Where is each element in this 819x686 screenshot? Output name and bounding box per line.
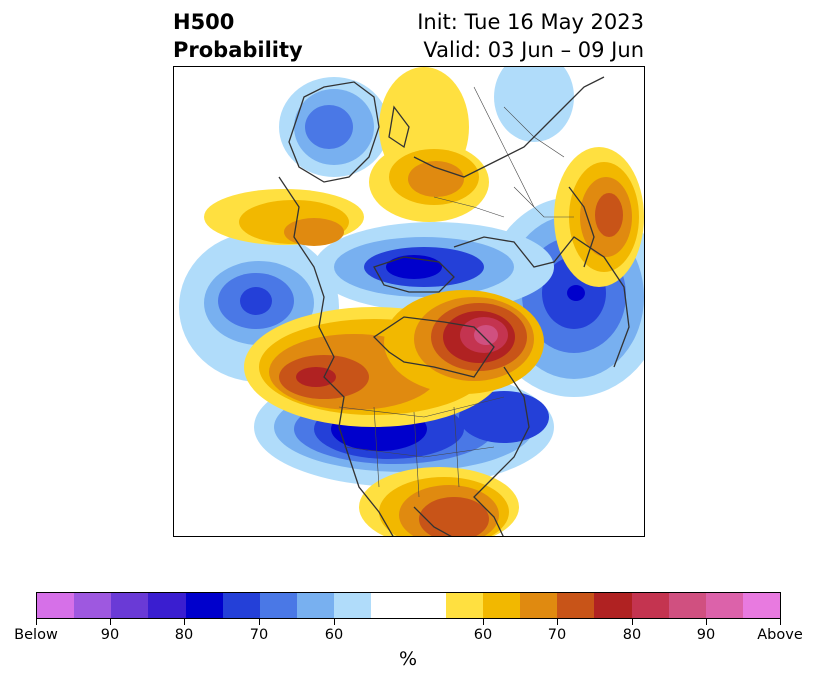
title-field: Probability: [173, 38, 303, 62]
colorbar-cell: [557, 593, 595, 618]
colorbar-tick-label: 80: [622, 627, 642, 643]
colorbar-tick-mark: [632, 619, 633, 625]
colorbar-cell: [259, 593, 298, 618]
probability-colorbar: [36, 592, 781, 619]
colorbar-tick-label: 70: [249, 627, 269, 643]
colorbar-cell: [334, 593, 372, 618]
colorbar-tick-label: 90: [696, 627, 716, 643]
colorbar-tick-mark: [557, 619, 558, 625]
colorbar-tick-mark: [259, 619, 260, 625]
coastlines: [278, 76, 630, 536]
map-title-left: H500 Probability: [173, 8, 303, 64]
colorbar-cell: [371, 593, 409, 618]
colorbar-tick-label: Above: [757, 627, 803, 643]
colorbar-cell: [631, 593, 669, 618]
colorbar-cell: [111, 593, 149, 618]
colorbar-cell: [445, 593, 483, 618]
colorbar-tick-label: 80: [174, 627, 194, 643]
colorbar-tick-label: 90: [100, 627, 120, 643]
political-borders: [338, 86, 574, 498]
above-normal-regions: [204, 67, 644, 536]
colorbar-tick-label: 60: [473, 627, 493, 643]
colorbar-tick-mark: [110, 619, 111, 625]
colorbar-cell: [594, 593, 632, 618]
colorbar-tick-mark: [36, 619, 37, 625]
init-date: Init: Tue 16 May 2023: [417, 10, 644, 34]
colorbar-cell: [297, 593, 335, 618]
colorbar-cell: [742, 593, 781, 618]
colorbar-tick-mark: [334, 619, 335, 625]
colorbar-tick-label: 60: [324, 627, 344, 643]
colorbar-cell: [482, 593, 521, 618]
colorbar-tick-mark: [780, 619, 781, 625]
colorbar-tick-label: 70: [547, 627, 567, 643]
colorbar-cell: [222, 593, 260, 618]
probability-map: [173, 66, 645, 537]
map-title-right: Init: Tue 16 May 2023 Valid: 03 Jun – 09…: [330, 8, 644, 64]
colorbar-cell: [520, 593, 558, 618]
colorbar-cell: [37, 593, 75, 618]
colorbar-cell: [148, 593, 186, 618]
valid-range: Valid: 03 Jun – 09 Jun: [423, 38, 644, 62]
colorbar-unit: %: [398, 648, 418, 670]
colorbar-cell: [705, 593, 743, 618]
colorbar-cell: [74, 593, 112, 618]
colorbar-tick-label: Below: [14, 627, 58, 643]
colorbar-cell: [185, 593, 223, 618]
colorbar-cell: [408, 593, 446, 618]
colorbar-tick-mark: [706, 619, 707, 625]
colorbar-cell: [668, 593, 706, 618]
colorbar-tick-mark: [483, 619, 484, 625]
title-variable: H500: [173, 10, 235, 34]
colorbar-tick-mark: [184, 619, 185, 625]
map-canvas: [179, 67, 644, 536]
